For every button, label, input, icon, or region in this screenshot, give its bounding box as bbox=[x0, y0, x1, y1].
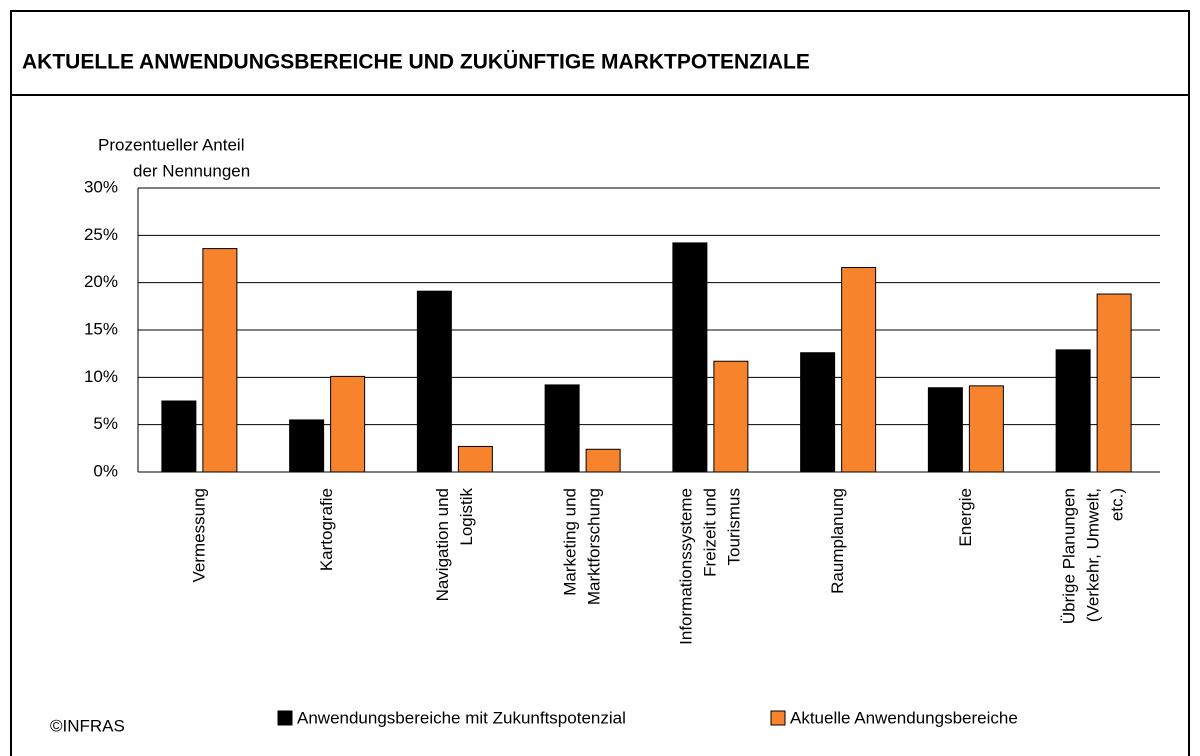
y-tick-label: 15% bbox=[84, 319, 118, 338]
y-axis-label: der Nennungen bbox=[133, 161, 250, 180]
bar bbox=[330, 375, 366, 473]
x-tick-label: Vermessung bbox=[189, 488, 208, 583]
bar bbox=[585, 448, 621, 473]
x-tick-label: Kartografie bbox=[317, 488, 336, 571]
legend-label: Anwendungsbereiche mit Zukunftspotenzial bbox=[297, 708, 626, 727]
bar bbox=[968, 385, 1004, 473]
bar bbox=[841, 267, 877, 473]
bar bbox=[1096, 293, 1132, 473]
x-tick-label: Marketing und bbox=[561, 488, 580, 596]
bar bbox=[927, 387, 963, 473]
bar bbox=[457, 445, 493, 473]
y-axis-label: Prozentueller Anteil bbox=[98, 135, 244, 154]
bar bbox=[202, 248, 238, 473]
frame bbox=[10, 10, 1190, 756]
source: ©INFRAS bbox=[50, 716, 125, 735]
bar bbox=[672, 242, 708, 473]
y-tick-label: 0% bbox=[93, 461, 118, 480]
x-tick-label: etc.) bbox=[1108, 488, 1127, 521]
x-tick-label: (Verkehr, Umwelt, bbox=[1084, 488, 1103, 622]
bar bbox=[713, 360, 749, 473]
y-tick-label: 10% bbox=[84, 367, 118, 386]
x-tick-label: Energie bbox=[956, 488, 975, 547]
bar bbox=[544, 384, 580, 473]
x-tick-label: Tourismus bbox=[724, 488, 743, 565]
x-tick-label: Marktforschung bbox=[585, 488, 604, 605]
chart-title: AKTUELLE ANWENDUNGSBEREICHE UND ZUKÜNFTI… bbox=[22, 51, 810, 74]
x-tick-label: Übrige Planungen bbox=[1060, 488, 1079, 624]
x-tick-label: Informationssysteme bbox=[676, 488, 695, 645]
y-tick-label: 5% bbox=[93, 414, 118, 433]
legend-label: Aktuelle Anwendungsbereiche bbox=[790, 708, 1018, 727]
legend-swatch bbox=[277, 710, 293, 726]
x-tick-label: Logistik bbox=[457, 488, 476, 546]
bar bbox=[289, 419, 325, 473]
x-tick-label: Freizeit und bbox=[700, 488, 719, 577]
x-tick-label: Raumplanung bbox=[828, 488, 847, 594]
y-tick-label: 30% bbox=[84, 177, 118, 196]
bar bbox=[1055, 349, 1091, 473]
x-tick-label: Navigation und bbox=[433, 488, 452, 601]
bar bbox=[416, 290, 452, 473]
y-tick-label: 20% bbox=[84, 272, 118, 291]
bar bbox=[161, 400, 197, 473]
bar bbox=[800, 352, 836, 473]
y-tick-label: 25% bbox=[84, 225, 118, 244]
legend-swatch bbox=[770, 710, 786, 726]
